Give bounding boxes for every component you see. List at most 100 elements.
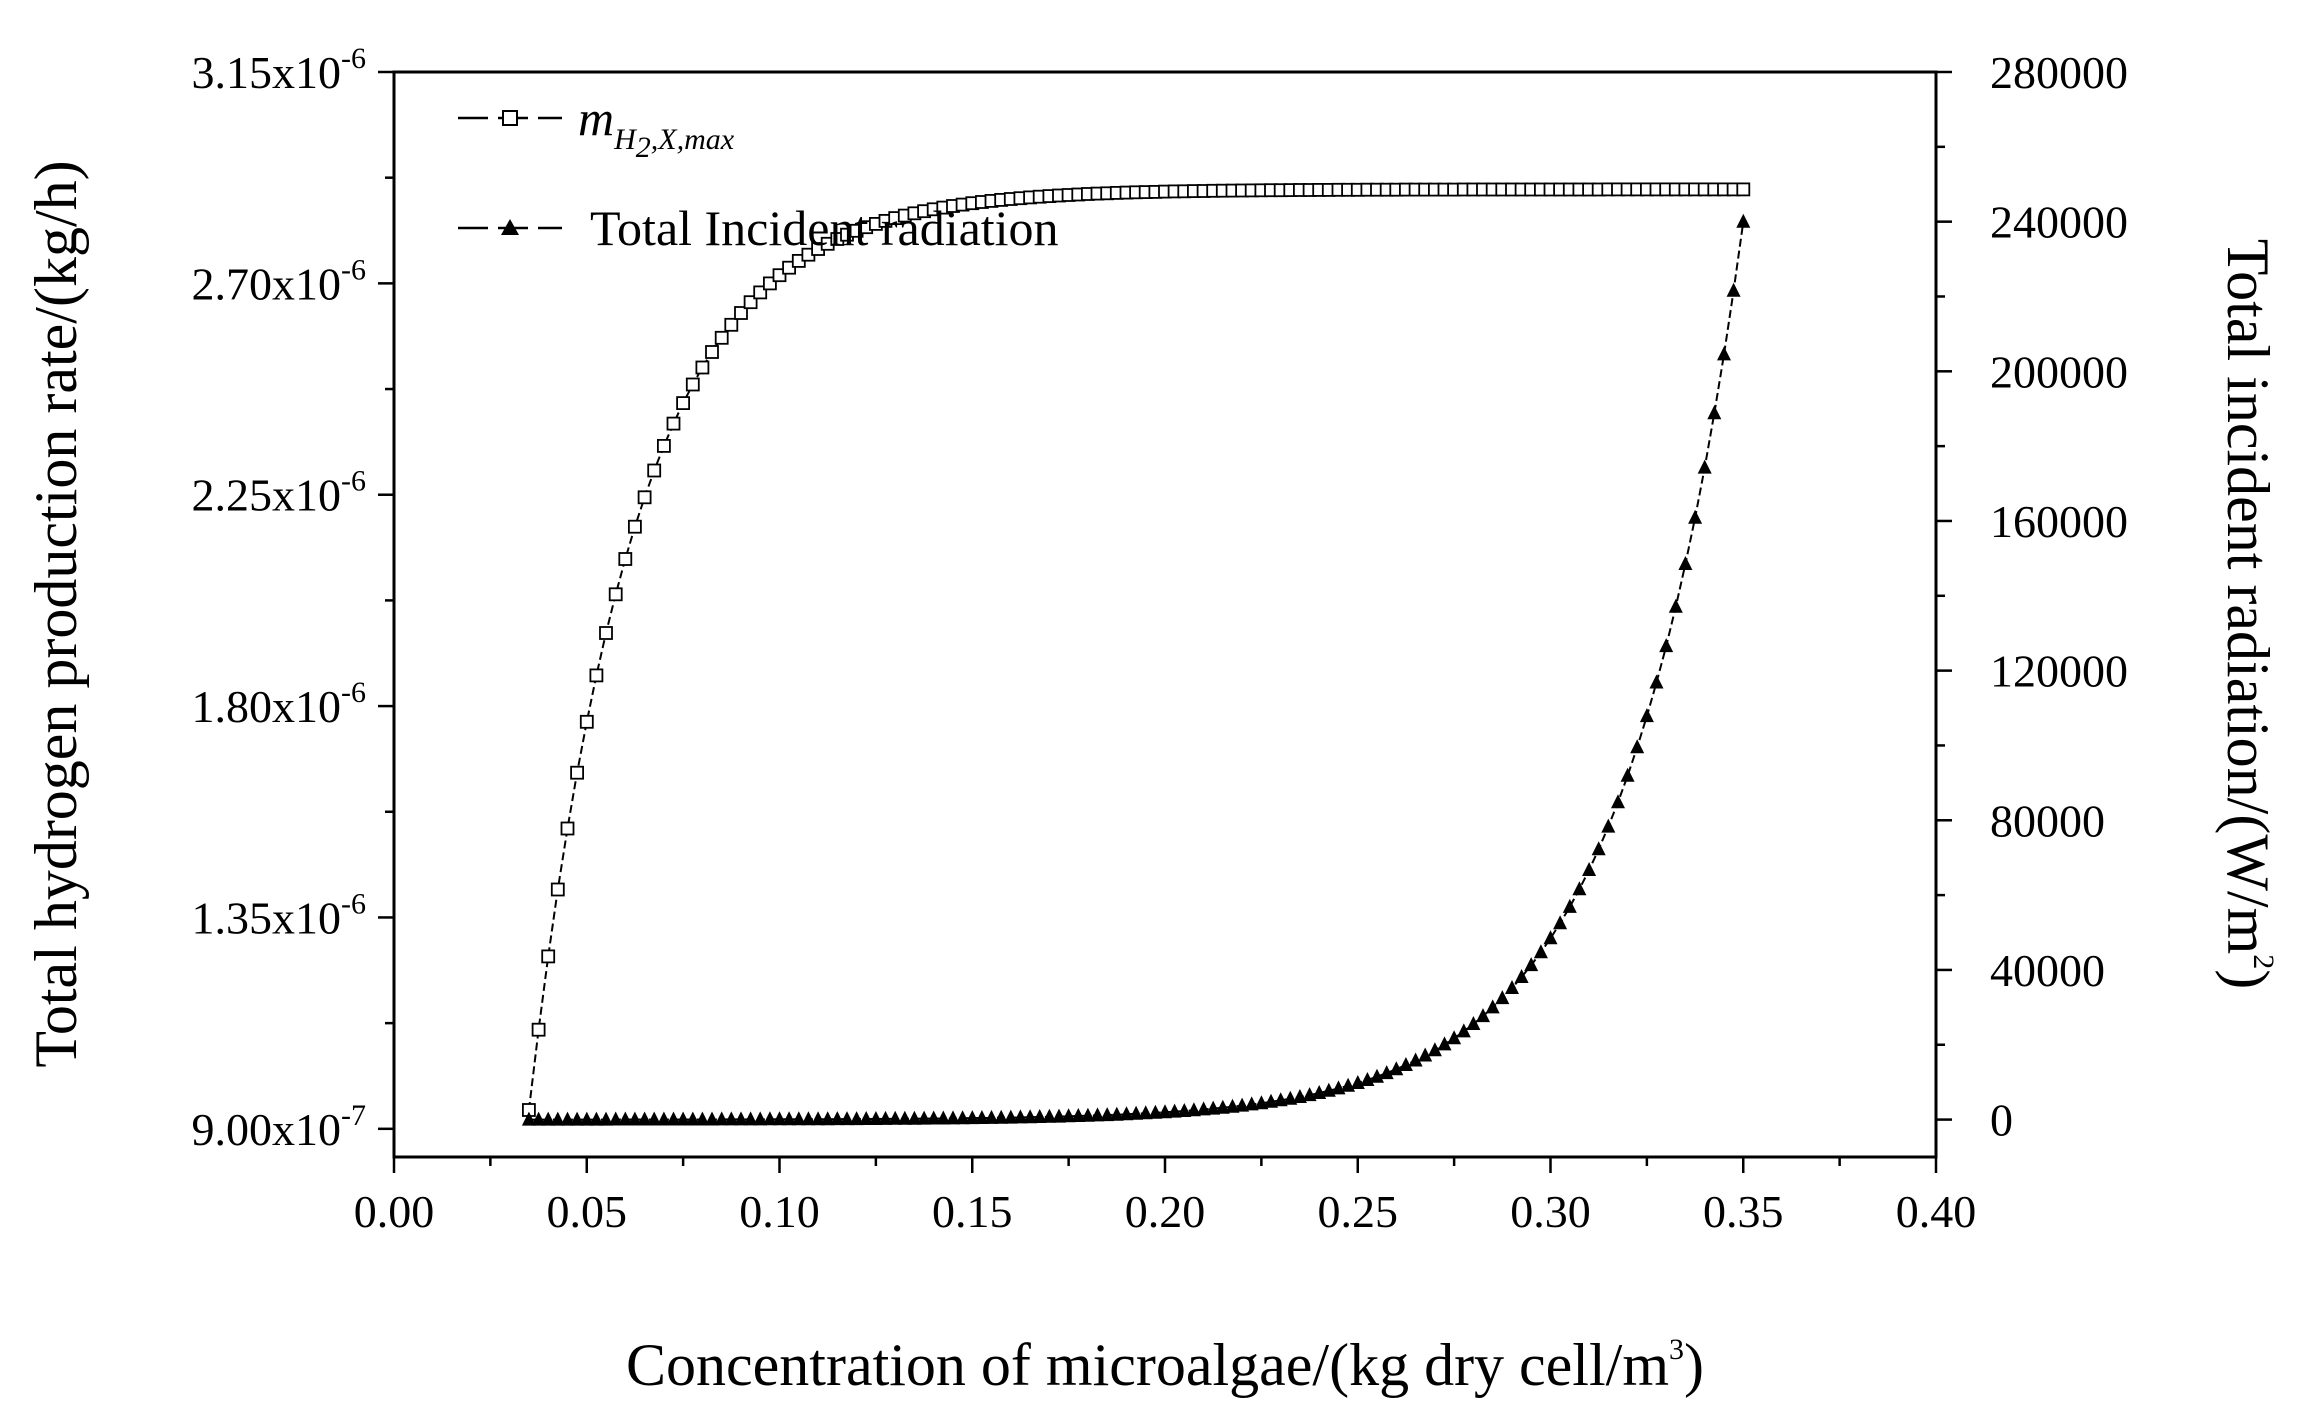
data-point-radiation bbox=[1129, 1105, 1144, 1120]
data-point-radiation bbox=[1630, 739, 1645, 754]
data-point-radiation bbox=[1148, 1104, 1163, 1119]
legend-label-radiation: Total Incident radiation bbox=[590, 200, 1059, 256]
y-right-tick-label: 0 bbox=[1990, 1095, 2013, 1146]
y-right-tick-label: 160000 bbox=[1990, 496, 2128, 547]
data-point-radiation bbox=[1254, 1095, 1269, 1110]
data-point-radiation bbox=[974, 1110, 989, 1124]
data-point-hydrogen bbox=[1736, 182, 1751, 197]
series-layer bbox=[521, 182, 1751, 1126]
data-point-radiation bbox=[984, 1109, 999, 1124]
ticks-layer: 0.00 0.05 0.10 0.15 0.20 0.25 0.30 0.35 0.40 9.00… bbox=[192, 42, 2129, 1237]
legend-marker-square bbox=[502, 110, 518, 126]
data-point-radiation bbox=[1543, 930, 1558, 945]
data-point-hydrogen bbox=[705, 345, 719, 359]
data-point-radiation bbox=[1427, 1042, 1442, 1057]
data-point-radiation bbox=[1408, 1052, 1423, 1067]
x-tick-label: 0.40 bbox=[1896, 1186, 1977, 1237]
data-point-radiation bbox=[743, 1111, 758, 1126]
data-point-radiation bbox=[1186, 1102, 1201, 1117]
data-point-radiation bbox=[1678, 556, 1693, 570]
data-point-hydrogen bbox=[734, 306, 748, 320]
data-point-radiation bbox=[830, 1111, 845, 1126]
y-left-tick-label-mantissa: 1.80x10 bbox=[192, 681, 342, 732]
data-point-radiation bbox=[618, 1111, 633, 1126]
data-point-radiation bbox=[627, 1111, 642, 1126]
legend-label-hydrogen-sub-end: ,X,max bbox=[651, 123, 735, 156]
data-point-radiation bbox=[1668, 598, 1683, 613]
data-point-radiation bbox=[599, 1111, 613, 1126]
data-point-hydrogen bbox=[541, 949, 556, 964]
data-point-radiation bbox=[811, 1111, 826, 1126]
data-point-radiation bbox=[1090, 1107, 1105, 1122]
data-point-radiation bbox=[1649, 674, 1664, 689]
data-point-radiation bbox=[917, 1110, 932, 1125]
data-point-radiation bbox=[888, 1110, 903, 1125]
data-point-radiation bbox=[676, 1111, 691, 1126]
data-point-hydrogen bbox=[618, 552, 633, 566]
data-point-radiation bbox=[936, 1110, 951, 1125]
data-point-radiation bbox=[926, 1110, 941, 1125]
data-point-hydrogen bbox=[637, 490, 652, 505]
y-left-tick-label-exponent: -6 bbox=[341, 253, 366, 286]
data-point-radiation bbox=[1688, 509, 1703, 524]
y-left-tick-label: 2.25x10-6 bbox=[192, 465, 367, 521]
data-point-radiation bbox=[1437, 1036, 1452, 1051]
data-point-hydrogen bbox=[570, 765, 584, 780]
data-point-radiation bbox=[907, 1110, 922, 1125]
data-point-radiation bbox=[637, 1111, 652, 1126]
data-point-radiation bbox=[1109, 1106, 1124, 1121]
data-point-radiation bbox=[685, 1111, 700, 1126]
y-left-tick-label: 9.00x10-7 bbox=[192, 1099, 367, 1155]
data-point-radiation bbox=[550, 1111, 565, 1126]
y-axis-right-title: Total incident radiation/(W/m2) bbox=[2215, 239, 2281, 990]
y-axis-right-title-end: ) bbox=[2215, 969, 2281, 989]
x-tick-label: 0.05 bbox=[547, 1186, 628, 1237]
data-point-radiation bbox=[1562, 898, 1577, 913]
y-left-tick-label: 3.15x10-6 bbox=[192, 42, 367, 98]
data-point-radiation bbox=[695, 1111, 710, 1126]
data-point-radiation bbox=[1264, 1093, 1278, 1108]
data-point-hydrogen bbox=[695, 360, 710, 375]
data-point-radiation bbox=[946, 1110, 960, 1125]
data-point-radiation bbox=[1447, 1030, 1462, 1045]
data-point-radiation bbox=[1052, 1108, 1066, 1123]
data-point-radiation bbox=[531, 1111, 546, 1126]
data-point-radiation bbox=[1736, 213, 1751, 228]
data-point-radiation bbox=[868, 1111, 883, 1125]
y-left-tick-label-exponent: -6 bbox=[341, 887, 366, 920]
y-left-tick-label-exponent: -6 bbox=[341, 42, 366, 75]
data-point-radiation bbox=[1726, 282, 1741, 297]
x-tick-label: 0.00 bbox=[354, 1186, 435, 1237]
x-axis-title-end: ) bbox=[1684, 1332, 1704, 1398]
data-point-radiation bbox=[859, 1111, 874, 1125]
y-right-tick-label: 280000 bbox=[1990, 47, 2128, 98]
data-point-radiation bbox=[1225, 1098, 1240, 1113]
data-point-radiation bbox=[734, 1111, 748, 1126]
y-right-tick-label: 80000 bbox=[1990, 795, 2105, 846]
data-point-radiation bbox=[1042, 1108, 1057, 1123]
x-axis-title-sup: 3 bbox=[1669, 1333, 1684, 1366]
data-point-radiation bbox=[1196, 1101, 1211, 1116]
y-right-tick-label: 40000 bbox=[1990, 945, 2105, 996]
data-point-radiation bbox=[579, 1111, 594, 1126]
y-left-tick-label: 2.70x10-6 bbox=[192, 253, 367, 309]
y-left-tick-label-exponent: -6 bbox=[341, 676, 366, 709]
data-point-radiation bbox=[1273, 1092, 1288, 1107]
data-point-radiation bbox=[647, 1111, 662, 1126]
data-point-radiation bbox=[1177, 1103, 1192, 1117]
data-point-radiation bbox=[762, 1111, 777, 1126]
data-point-radiation bbox=[1505, 980, 1519, 994]
x-tick-label: 0.30 bbox=[1510, 1186, 1591, 1237]
series-line-hydrogen bbox=[527, 188, 1744, 1111]
data-point-hydrogen bbox=[676, 396, 690, 411]
data-point-radiation bbox=[666, 1111, 681, 1126]
data-point-radiation bbox=[849, 1111, 864, 1126]
data-point-radiation bbox=[714, 1111, 729, 1126]
data-point-radiation bbox=[589, 1111, 604, 1126]
data-point-radiation bbox=[897, 1110, 912, 1125]
y-right-tick-label: 240000 bbox=[1990, 197, 2128, 248]
y-left-tick-label: 1.80x10-6 bbox=[192, 676, 367, 732]
data-point-radiation bbox=[955, 1110, 970, 1125]
data-point-radiation bbox=[994, 1109, 1009, 1124]
data-point-hydrogen bbox=[579, 714, 594, 729]
